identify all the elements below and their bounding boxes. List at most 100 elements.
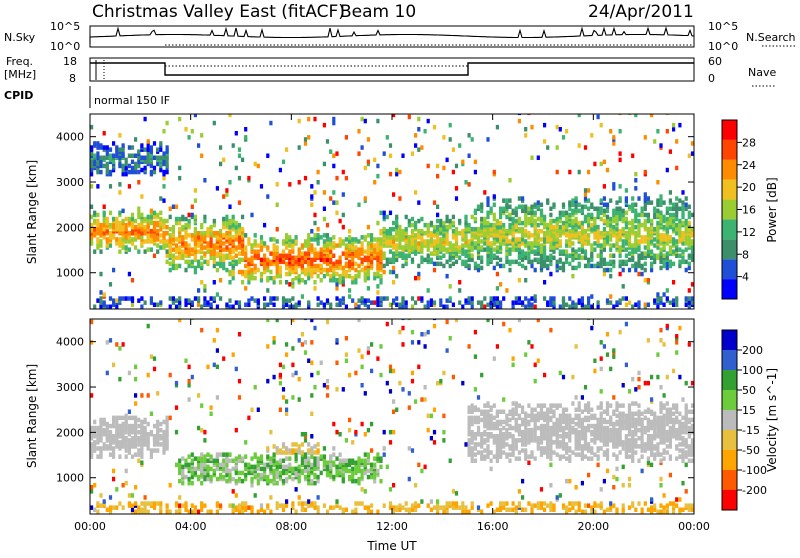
heatmap-cell: [342, 272, 345, 277]
heatmap-cell: [518, 278, 521, 283]
heatmap-cell: [361, 296, 364, 301]
heatmap-cell: [446, 348, 449, 353]
heatmap-cell: [524, 430, 527, 435]
heatmap-cell: [464, 298, 467, 303]
heatmap-cell: [345, 135, 348, 140]
heatmap-cell: [188, 481, 191, 486]
heatmap-cell: [619, 245, 622, 250]
heatmap-cell: [556, 264, 559, 269]
heatmap-cell: [197, 260, 200, 265]
heatmap-cell: [534, 422, 537, 427]
heatmap-cell: [134, 501, 137, 506]
heatmap-cell: [464, 254, 467, 259]
heatmap-cell: [455, 196, 458, 201]
heatmap-cell: [351, 298, 354, 303]
heatmap-cell: [581, 225, 584, 230]
heatmap-cell: [496, 256, 499, 261]
heatmap-cell: [512, 501, 515, 506]
heatmap-cell: [298, 397, 301, 402]
heatmap-cell: [499, 211, 502, 216]
heatmap-cell: [99, 493, 102, 498]
heatmap-cell: [490, 432, 493, 437]
heatmap-cell: [549, 233, 552, 238]
heatmap-cell: [615, 219, 618, 224]
heatmap-cell: [354, 471, 357, 476]
heatmap-cell: [669, 245, 672, 250]
heatmap-cell: [502, 198, 505, 203]
heatmap-cell: [556, 145, 559, 150]
heatmap-cell: [458, 280, 461, 285]
heatmap-cell: [515, 408, 518, 413]
heatmap-cell: [471, 227, 474, 232]
heatmap-cell: [672, 127, 675, 132]
heatmap-cell: [578, 209, 581, 214]
heatmap-cell: [178, 264, 181, 269]
heatmap-cell: [216, 395, 219, 400]
heatmap-cell: [285, 233, 288, 238]
heatmap-cell: [449, 459, 452, 464]
heatmap-cell: [109, 505, 112, 510]
heatmap-cell: [427, 164, 430, 169]
heatmap-cell: [430, 243, 433, 248]
heatmap-cell: [335, 296, 338, 301]
heatmap-cell: [414, 399, 417, 404]
heatmap-cell: [348, 418, 351, 423]
heatmap-cell: [257, 249, 260, 254]
heatmap-cell: [301, 469, 304, 474]
heatmap-cell: [335, 387, 338, 392]
heatmap-cell: [244, 463, 247, 468]
heatmap-cell: [153, 211, 156, 216]
heatmap-cell: [291, 448, 294, 453]
heatmap-cell: [339, 432, 342, 437]
heatmap-cell: [232, 489, 235, 494]
heatmap-cell: [530, 408, 533, 413]
heatmap-cell: [307, 456, 310, 461]
heatmap-cell: [361, 145, 364, 150]
heatmap-cell: [244, 440, 247, 445]
heatmap-cell: [401, 264, 404, 269]
heatmap-cell: [408, 477, 411, 482]
heatmap-cell: [417, 503, 420, 508]
heatmap-cell: [153, 356, 156, 361]
heatmap-cell: [521, 422, 524, 427]
heatmap-cell: [219, 296, 222, 301]
heatmap-cell: [373, 243, 376, 248]
heatmap-cell: [115, 420, 118, 425]
heatmap-cell: [675, 166, 678, 171]
heatmap-cell: [206, 260, 209, 265]
heatmap-cell: [351, 237, 354, 242]
heatmap-cell: [688, 296, 691, 301]
heatmap-cell: [118, 454, 121, 459]
heatmap-cell: [600, 264, 603, 269]
heatmap-cell: [301, 450, 304, 455]
heatmap-cell: [612, 209, 615, 214]
heatmap-cell: [285, 456, 288, 461]
heatmap-cell: [103, 131, 106, 136]
heatmap-cell: [178, 503, 181, 508]
heatmap-cell: [370, 503, 373, 508]
heatmap-cell: [559, 493, 562, 498]
heatmap-cell: [414, 276, 417, 281]
heatmap-cell: [166, 503, 169, 508]
heatmap-cell: [128, 501, 131, 506]
heatmap-cell: [172, 247, 175, 252]
heatmap-cell: [342, 508, 345, 513]
heatmap-cell: [452, 229, 455, 234]
heatmap-cell: [169, 262, 172, 267]
heatmap-cell: [112, 303, 115, 308]
heatmap-cell: [166, 219, 169, 224]
heatmap-cell: [458, 288, 461, 293]
heatmap-cell: [184, 501, 187, 506]
heatmap-cell: [370, 467, 373, 472]
heatmap-cell: [685, 229, 688, 234]
heatmap-cell: [634, 186, 637, 191]
heatmap-cell: [427, 288, 430, 293]
heatmap-cell: [329, 278, 332, 283]
heatmap-cell: [260, 454, 263, 459]
heatmap-cell: [175, 237, 178, 242]
heatmap-cell: [276, 501, 279, 506]
heatmap-cell: [147, 219, 150, 224]
heatmap-cell: [345, 270, 348, 275]
heatmap-cell: [307, 276, 310, 281]
heatmap-cell: [524, 296, 527, 301]
